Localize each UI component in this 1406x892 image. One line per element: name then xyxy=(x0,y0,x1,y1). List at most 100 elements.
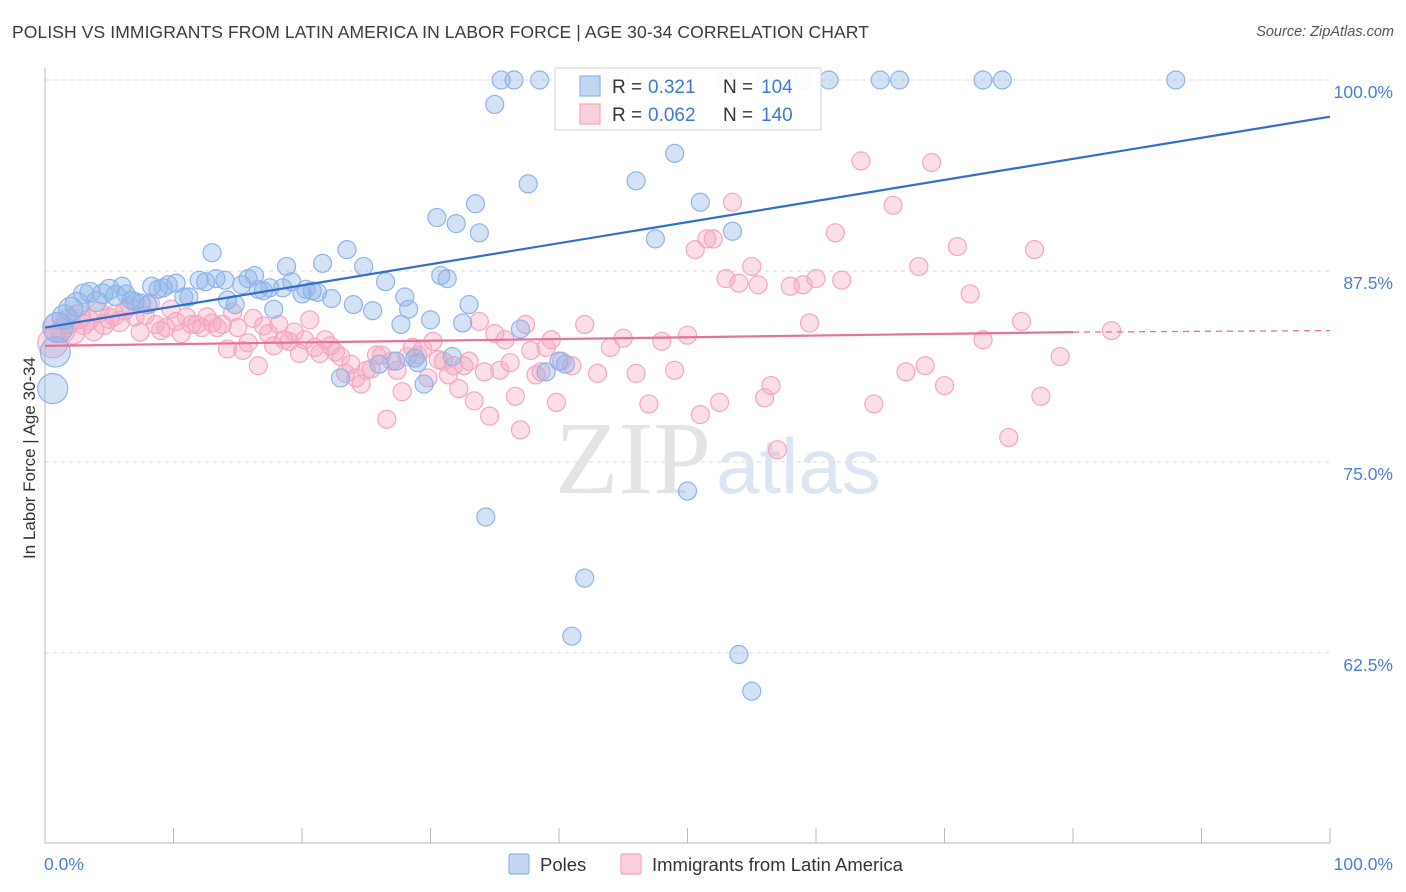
stats-r-value: 0.062 xyxy=(648,105,696,126)
legend-label: Poles xyxy=(540,854,586,875)
data-point xyxy=(754,388,775,408)
data-point xyxy=(153,278,173,298)
data-point xyxy=(187,314,207,335)
data-point xyxy=(729,644,749,665)
data-point xyxy=(767,440,788,460)
data-point xyxy=(151,320,171,341)
data-point xyxy=(1166,70,1186,90)
data-point xyxy=(375,272,396,292)
data-point xyxy=(414,374,434,394)
data-point xyxy=(690,405,710,425)
data-point xyxy=(505,386,525,406)
data-point xyxy=(39,336,71,368)
data-point xyxy=(279,331,299,351)
data-point xyxy=(639,394,659,414)
data-point xyxy=(947,236,967,257)
chart-title: POLISH VS IMMIGRANTS FROM LATIN AMERICA … xyxy=(12,22,869,42)
data-point xyxy=(518,174,538,194)
data-point xyxy=(449,379,469,399)
data-point xyxy=(896,362,916,382)
grid-lines xyxy=(45,79,1330,654)
data-point xyxy=(453,313,473,333)
data-point xyxy=(799,313,820,333)
data-point xyxy=(474,362,495,382)
data-point xyxy=(465,194,486,214)
data-point xyxy=(386,351,406,371)
x-tick-labels: 0.0% 100.0% xyxy=(44,854,1393,874)
data-point xyxy=(889,70,910,90)
data-point xyxy=(408,353,428,373)
data-point xyxy=(442,346,462,367)
data-point xyxy=(909,256,929,277)
data-point xyxy=(1031,386,1051,406)
data-point xyxy=(973,330,993,350)
source-label: Source: ZipAtlas.com xyxy=(1256,24,1394,40)
data-point xyxy=(264,336,284,356)
data-point xyxy=(819,70,839,90)
data-point xyxy=(446,214,466,234)
data-point xyxy=(652,331,672,351)
data-point xyxy=(1050,346,1070,367)
watermark-zip: ZIP xyxy=(555,401,711,516)
data-point xyxy=(480,406,500,426)
data-point xyxy=(469,311,489,332)
data-point xyxy=(98,278,120,300)
data-point xyxy=(1024,240,1045,260)
data-point xyxy=(536,362,556,382)
data-point xyxy=(264,299,284,319)
watermark-atlas: atlas xyxy=(716,422,881,510)
data-point xyxy=(665,143,685,163)
data-point xyxy=(438,365,459,385)
x-tick-label-min: 0.0% xyxy=(44,854,84,874)
data-point xyxy=(294,330,315,350)
data-point xyxy=(354,256,374,277)
data-point xyxy=(761,376,781,396)
data-point xyxy=(562,356,582,376)
data-point xyxy=(397,346,417,367)
data-point xyxy=(105,284,127,307)
data-point xyxy=(343,295,363,315)
data-point xyxy=(521,340,541,361)
data-point xyxy=(174,287,194,307)
data-point xyxy=(934,376,955,396)
data-point xyxy=(806,269,826,289)
data-point xyxy=(710,392,730,413)
data-point xyxy=(742,256,762,277)
data-point xyxy=(677,481,698,501)
stats-n-label: N = xyxy=(723,77,753,98)
data-point xyxy=(363,301,383,321)
stats-r-label: R = xyxy=(612,105,642,126)
data-point xyxy=(587,363,608,383)
data-point xyxy=(377,409,397,429)
y-tick-label: 62.5% xyxy=(1343,655,1393,675)
data-point xyxy=(37,373,69,405)
data-point xyxy=(722,192,743,212)
y-tick-label: 75.0% xyxy=(1343,464,1393,484)
data-point xyxy=(469,223,489,243)
data-point xyxy=(215,270,235,290)
data-point xyxy=(825,223,845,243)
trend-line xyxy=(44,331,1074,347)
data-point xyxy=(437,269,457,289)
data-point xyxy=(851,151,871,171)
data-point xyxy=(922,152,942,173)
data-point xyxy=(276,256,297,277)
legend-swatch xyxy=(508,853,530,875)
data-point xyxy=(697,229,717,249)
data-point xyxy=(490,360,510,380)
data-point xyxy=(269,314,289,335)
legend-label: Immigrants from Latin America xyxy=(652,854,904,875)
data-point xyxy=(960,284,980,304)
data-point xyxy=(870,70,890,90)
data-point xyxy=(626,363,646,383)
data-point xyxy=(321,288,342,309)
data-point xyxy=(546,392,567,413)
data-point xyxy=(883,195,903,215)
data-point xyxy=(500,353,520,373)
data-point xyxy=(166,311,186,332)
data-point xyxy=(459,295,479,315)
data-point xyxy=(992,70,1012,90)
data-point xyxy=(337,240,357,260)
stats-n-value: 104 xyxy=(761,77,793,98)
data-point xyxy=(999,427,1019,448)
